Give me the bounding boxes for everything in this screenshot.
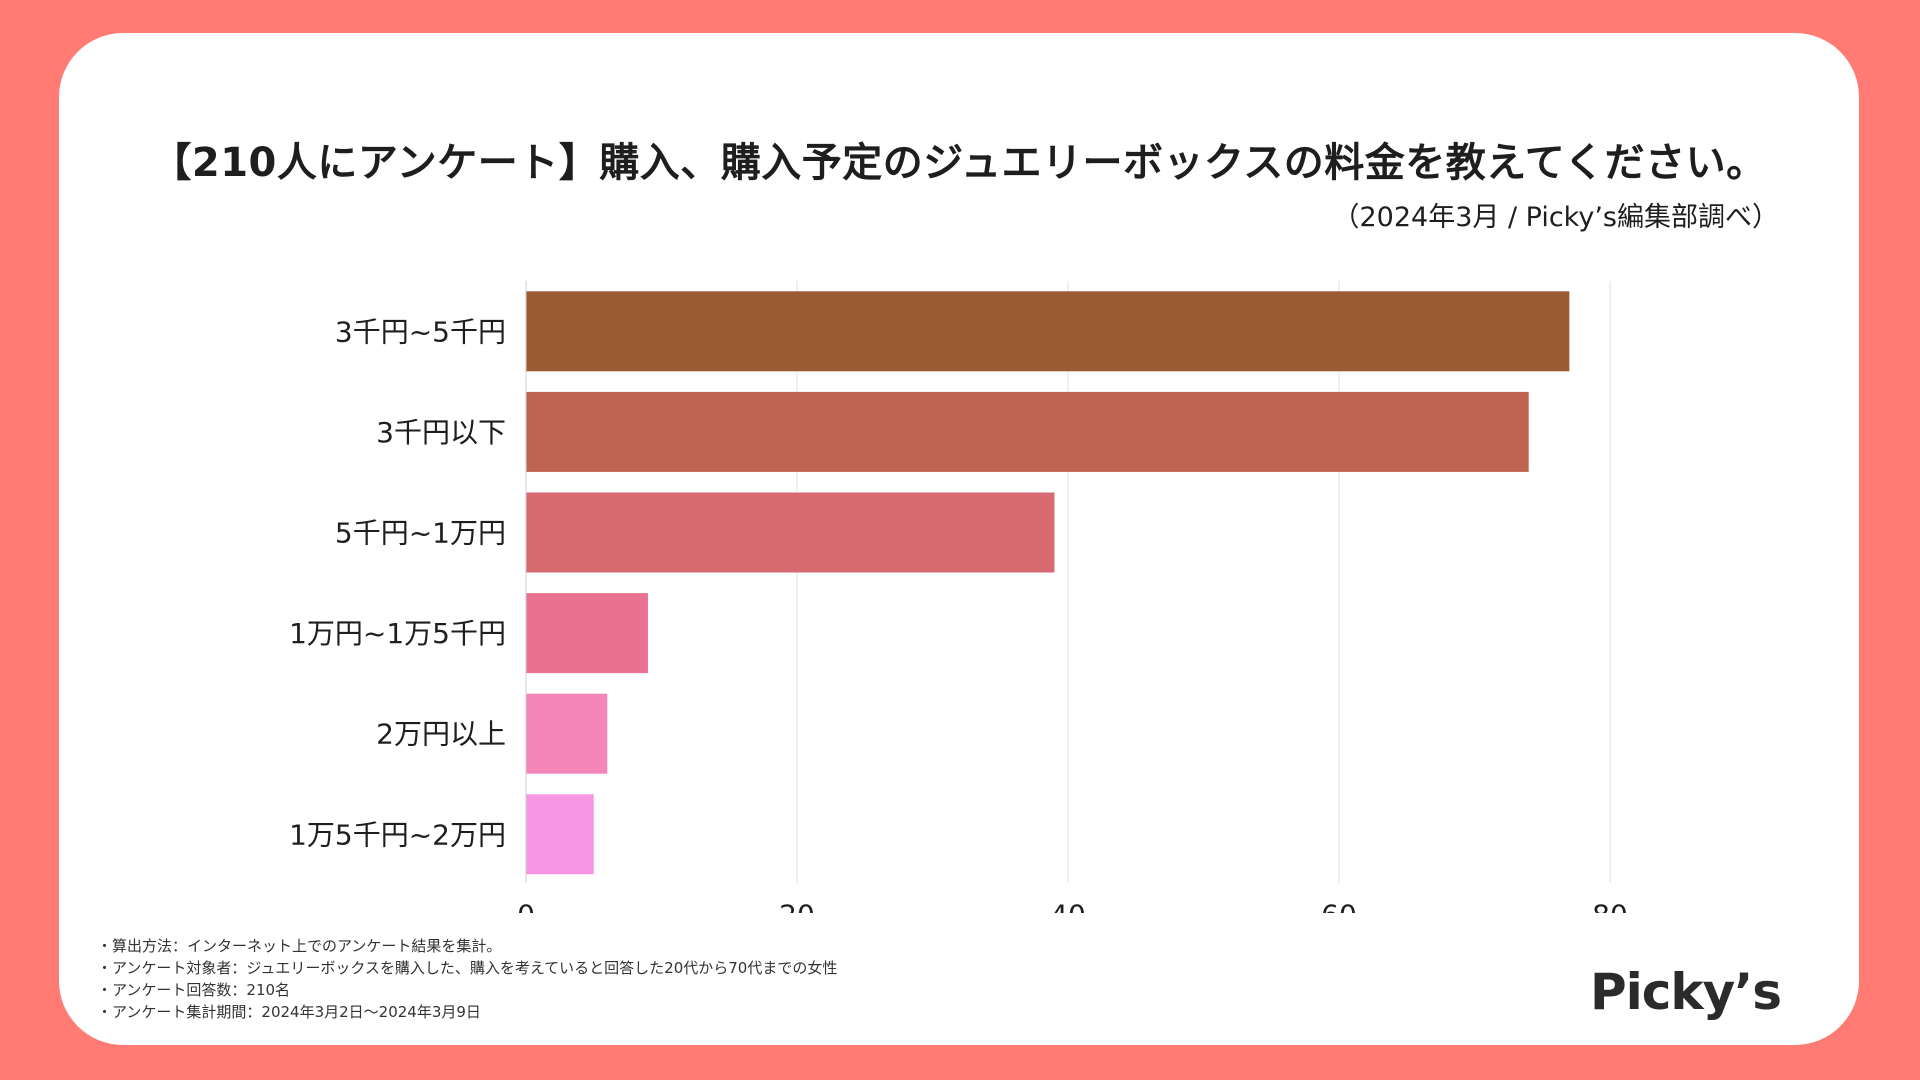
note-method: ・算出方法：インターネット上でのアンケート結果を集計。 xyxy=(97,937,502,955)
chart-title: 【210人にアンケート】購入、購入予定のジュエリーボックスの料金を教えてください… xyxy=(151,140,1767,186)
category-label-3: 1万円~1万5千円 xyxy=(289,617,506,650)
bar-chart: 3千円~5千円 3千円以下 5千円~1万円 1万円~1万5千円 2万円以上 1万5千円~2… xyxy=(289,281,1628,913)
bar-4 xyxy=(526,693,608,774)
x-tick-label-20: 20 xyxy=(779,899,815,913)
bar-1 xyxy=(526,391,1529,472)
x-tick-label-60: 60 xyxy=(1321,899,1357,913)
bar-5 xyxy=(526,794,594,875)
note-target: ・アンケート対象者：ジュエリーボックスを購入した、購入を考えていると回答した20… xyxy=(97,959,838,977)
bar-2 xyxy=(526,492,1055,573)
chart-card: 【210人にアンケート】購入、購入予定のジュエリーボックスの料金を教えてください… xyxy=(59,33,1859,1045)
category-label-1: 3千円以下 xyxy=(376,416,506,449)
pickys-logo: Picky’s xyxy=(1589,963,1782,1021)
x-tick-label-80: 80 xyxy=(1592,899,1628,913)
survey-notes: ・算出方法：インターネット上でのアンケート結果を集計。 ・アンケート対象者：ジュ… xyxy=(97,935,837,1023)
category-label-0: 3千円~5千円 xyxy=(335,315,506,348)
category-label-4: 2万円以上 xyxy=(376,718,506,751)
note-respondents: ・アンケート回答数：210名 xyxy=(97,981,291,999)
x-tick-label-40: 40 xyxy=(1050,899,1086,913)
category-label-2: 5千円~1万円 xyxy=(335,517,506,550)
chart-subtitle: （2024年3月 / Picky’s編集部調べ） xyxy=(1332,202,1780,233)
x-tick-label-0: 0 xyxy=(517,899,535,913)
bar-3 xyxy=(526,593,648,674)
bar-0 xyxy=(526,291,1570,372)
note-period: ・アンケート集計期間：2024年3月2日〜2024年3月9日 xyxy=(97,1003,481,1021)
category-label-5: 1万5千円~2万円 xyxy=(289,818,506,851)
